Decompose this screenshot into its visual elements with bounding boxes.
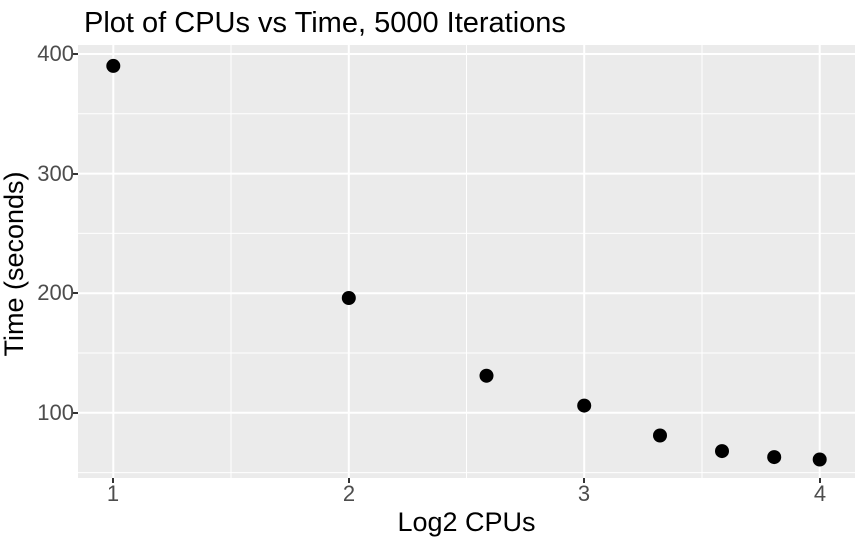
data-point (577, 398, 592, 413)
data-point (812, 452, 827, 467)
x-tick-mark (819, 478, 821, 483)
data-point (715, 444, 729, 459)
x-tick-mark (583, 478, 585, 483)
y-tick-mark (73, 292, 78, 294)
data-point (767, 450, 782, 465)
y-tick-mark (73, 53, 78, 55)
y-tick-label: 200 (37, 280, 74, 305)
y-tick-mark (73, 412, 78, 414)
x-axis-title: Log2 CPUs (397, 507, 536, 537)
plot-canvas (78, 45, 855, 478)
plot-title: Plot of CPUs vs Time, 5000 Iterations (84, 7, 566, 39)
data-point (341, 291, 356, 305)
y-tick-label: 300 (37, 161, 74, 186)
x-tick-label: 1 (106, 481, 120, 506)
data-point (106, 58, 121, 73)
y-tick-mark (73, 173, 78, 175)
data-point (479, 368, 494, 383)
x-tick-label: 3 (577, 481, 591, 506)
data-point (653, 428, 667, 443)
x-tick-label: 2 (342, 481, 356, 506)
x-tick-mark (348, 478, 350, 483)
plot-panel (78, 45, 855, 478)
y-tick-label: 400 (37, 41, 74, 66)
y-tick-label: 100 (37, 400, 74, 425)
x-tick-label: 4 (813, 481, 827, 506)
x-tick-mark (112, 478, 114, 483)
